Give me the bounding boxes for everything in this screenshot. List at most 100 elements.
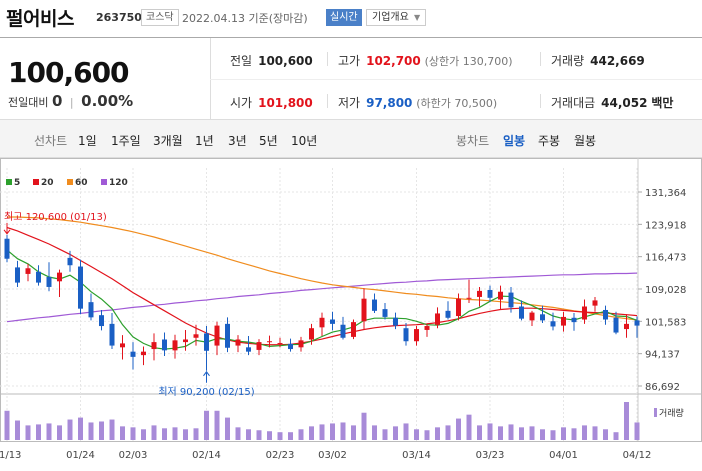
candle-body [109, 323, 115, 346]
realtime-button[interactable]: 실시간 [326, 9, 362, 26]
low-annotation: 최저 90,200 (02/15) [158, 386, 254, 398]
tab-10y[interactable]: 10년 [291, 134, 318, 148]
volume-bar [67, 419, 73, 440]
stock-name[interactable]: 펄어비스 [6, 8, 74, 30]
candle-body [582, 306, 587, 320]
tab-weekly[interactable]: 주봉 [538, 134, 561, 148]
legend-label: 5 [14, 178, 20, 188]
candlestick-chart[interactable]: 5 20 60 120 131,364 123,918 116,473 109,028 101… [0, 158, 702, 471]
stat-prev-value: 100,600 [258, 54, 313, 68]
volume-bar [571, 428, 577, 440]
x-tick-label: 03/02 [318, 450, 347, 461]
x-tick-label: 02/23 [266, 450, 295, 461]
chart-tabs: 선차트 1일 1주일 3개월 1년 3년 5년 10년 봉차트 일봉 주봉 월봉 [0, 120, 702, 158]
chart-grid [0, 158, 702, 442]
candle-body [15, 267, 20, 283]
candle [351, 319, 356, 340]
candle-body [130, 351, 136, 357]
volume-bar [46, 423, 52, 440]
candle-body [151, 342, 157, 350]
volume-bar [319, 424, 325, 440]
volume-bar [246, 429, 251, 440]
candle [99, 309, 104, 331]
volume-bar [477, 425, 482, 440]
stat-open-label: 시가 [230, 96, 253, 110]
moving-averages [6, 216, 638, 350]
volume-bar [414, 429, 419, 440]
candle-body [466, 297, 472, 299]
candle-body [445, 310, 451, 318]
volume-bar [172, 427, 178, 440]
volume-bar [109, 419, 115, 440]
volume-bars: 거래량 [4, 402, 684, 440]
volume-bar [634, 422, 640, 440]
candle [330, 311, 335, 331]
stat-low-label: 저가 [338, 96, 361, 110]
candle [151, 333, 157, 361]
volume-bar [340, 422, 346, 440]
candle [183, 329, 188, 351]
candle [592, 296, 598, 312]
volume-bar [508, 424, 514, 440]
candle-body [403, 328, 409, 342]
tab-daily[interactable]: 일봉 [503, 134, 526, 148]
volume-bar [445, 425, 451, 440]
candle [25, 263, 31, 282]
tab-1y[interactable]: 1년 [195, 134, 214, 148]
tab-3y[interactable]: 3년 [228, 134, 247, 148]
tab-monthly[interactable]: 월봉 [574, 134, 597, 148]
change-divider: | [69, 96, 74, 109]
tab-3m[interactable]: 3개월 [153, 134, 183, 148]
y-tick-label: 101,583 [645, 317, 686, 328]
tab-5y[interactable]: 5년 [259, 134, 278, 148]
x-tick-label: 03/23 [476, 450, 505, 461]
candle-body [540, 314, 545, 321]
chart-canvas[interactable]: 5 20 60 120 131,364 123,918 116,473 109,028 101… [0, 158, 702, 471]
legend-swatch [6, 179, 12, 185]
candle [225, 317, 230, 353]
volume-bar [592, 426, 598, 440]
candle [46, 262, 52, 292]
tab-1d[interactable]: 1일 [78, 134, 97, 148]
volume-bar [456, 418, 461, 440]
volume-bar [88, 422, 94, 440]
x-axis: 01/13 01/24 02/03 02/14 02/23 03/02 03/14 03/23… [0, 450, 651, 461]
tab-1w[interactable]: 1주일 [111, 134, 141, 148]
volume-bar [466, 414, 472, 440]
stat-low: 저가 97,800 (하한가 70,500) [338, 94, 497, 111]
candle-body [246, 347, 251, 352]
candle [571, 313, 577, 331]
candle [529, 310, 535, 327]
y-tick-label: 123,918 [645, 220, 686, 231]
candle [456, 293, 461, 321]
candle [582, 299, 587, 324]
candle [309, 323, 314, 345]
y-tick-label: 86,692 [645, 382, 680, 393]
company-info-dropdown[interactable]: 기업개요 ▼ [366, 9, 427, 26]
volume-bar [4, 410, 10, 440]
candle-body [519, 306, 524, 319]
volume-bar [550, 430, 556, 440]
candle [319, 312, 325, 337]
candle [109, 313, 115, 350]
candle [550, 312, 556, 331]
stat-amount: 거래대금 44,052 백만 [551, 94, 673, 111]
candle-body [78, 266, 83, 309]
candle-body [477, 290, 482, 297]
company-info-label: 기업개요 [372, 12, 409, 23]
volume-bar [330, 423, 335, 440]
candle [613, 311, 619, 335]
volume-bar [25, 425, 31, 440]
volume-bar [613, 432, 619, 440]
volume-bar [382, 429, 388, 440]
volume-bar [162, 428, 167, 440]
candle [267, 335, 272, 348]
y-axis: 131,364 123,918 116,473 109,028 101,583 94,13… [645, 188, 686, 393]
candle [508, 286, 514, 313]
stat-open: 시가 101,800 [230, 94, 313, 111]
stat-amount-label: 거래대금 [551, 96, 596, 110]
candle [141, 346, 146, 366]
volume-bar [529, 426, 535, 440]
candle [498, 285, 503, 310]
candle-body [393, 317, 398, 326]
